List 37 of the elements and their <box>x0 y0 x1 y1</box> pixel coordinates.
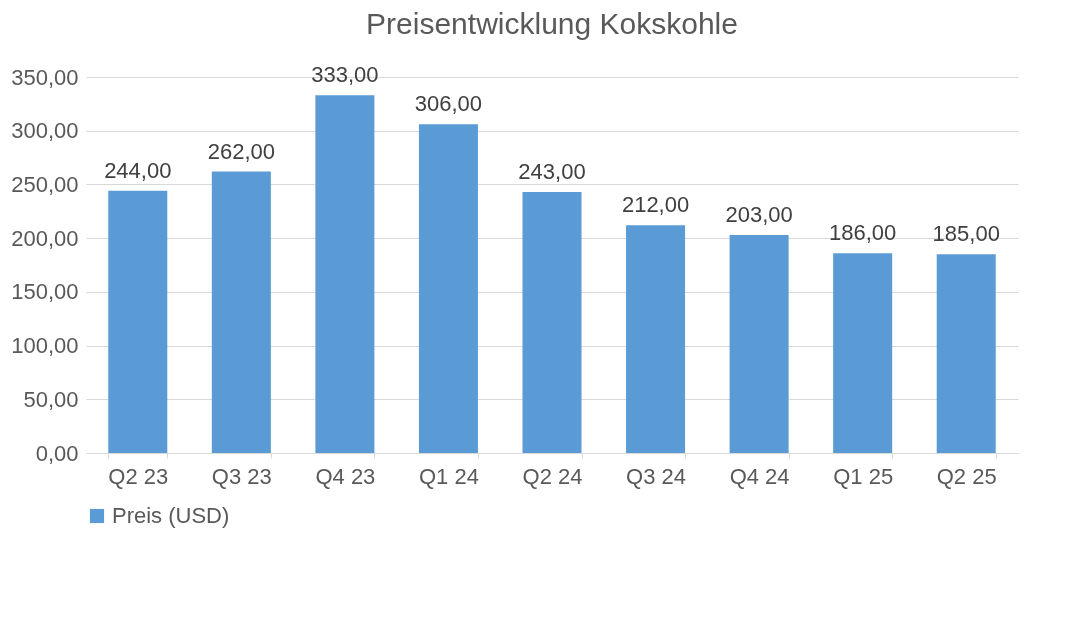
data-label: 244,00 <box>104 157 172 183</box>
y-tick-label: 200,00 <box>11 225 79 251</box>
x-tick-label: Q2 23 <box>108 463 169 489</box>
legend-label: Preis (USD) <box>112 503 230 528</box>
bar <box>626 225 686 453</box>
bar <box>522 191 582 453</box>
y-tick-label: 50,00 <box>23 386 79 412</box>
data-label: 306,00 <box>414 91 483 117</box>
y-tick-label: 300,00 <box>11 118 79 144</box>
data-label: 185,00 <box>932 221 1000 247</box>
y-tick-label: 100,00 <box>11 333 79 359</box>
x-tick-label: Q2 25 <box>936 463 997 489</box>
data-label: 212,00 <box>621 192 690 218</box>
bar <box>108 190 168 453</box>
bar <box>833 253 893 453</box>
y-tick-label: 0,00 <box>35 440 79 466</box>
bar <box>936 254 996 453</box>
bar <box>729 234 789 453</box>
x-tick-label: Q4 23 <box>315 463 376 489</box>
x-tick-label: Q1 25 <box>833 463 894 489</box>
bar <box>418 124 478 453</box>
bar <box>211 171 271 453</box>
data-label: 262,00 <box>207 138 275 164</box>
data-label: 333,00 <box>311 62 379 88</box>
x-tick-label: Q3 24 <box>626 463 687 489</box>
chart-title: Preisentwicklung Kokskohle <box>366 7 738 41</box>
data-label: 186,00 <box>829 220 897 246</box>
data-label: 243,00 <box>518 158 586 184</box>
y-tick-label: 250,00 <box>11 171 79 197</box>
y-tick-label: 350,00 <box>11 64 79 90</box>
data-label: 203,00 <box>725 201 793 227</box>
x-tick-label: Q1 24 <box>418 463 479 489</box>
bar <box>315 95 375 453</box>
y-tick-label: 150,00 <box>11 279 79 305</box>
x-tick-label: Q4 24 <box>729 463 790 489</box>
x-tick-label: Q3 23 <box>211 463 272 489</box>
x-tick-label: Q2 24 <box>522 463 583 489</box>
